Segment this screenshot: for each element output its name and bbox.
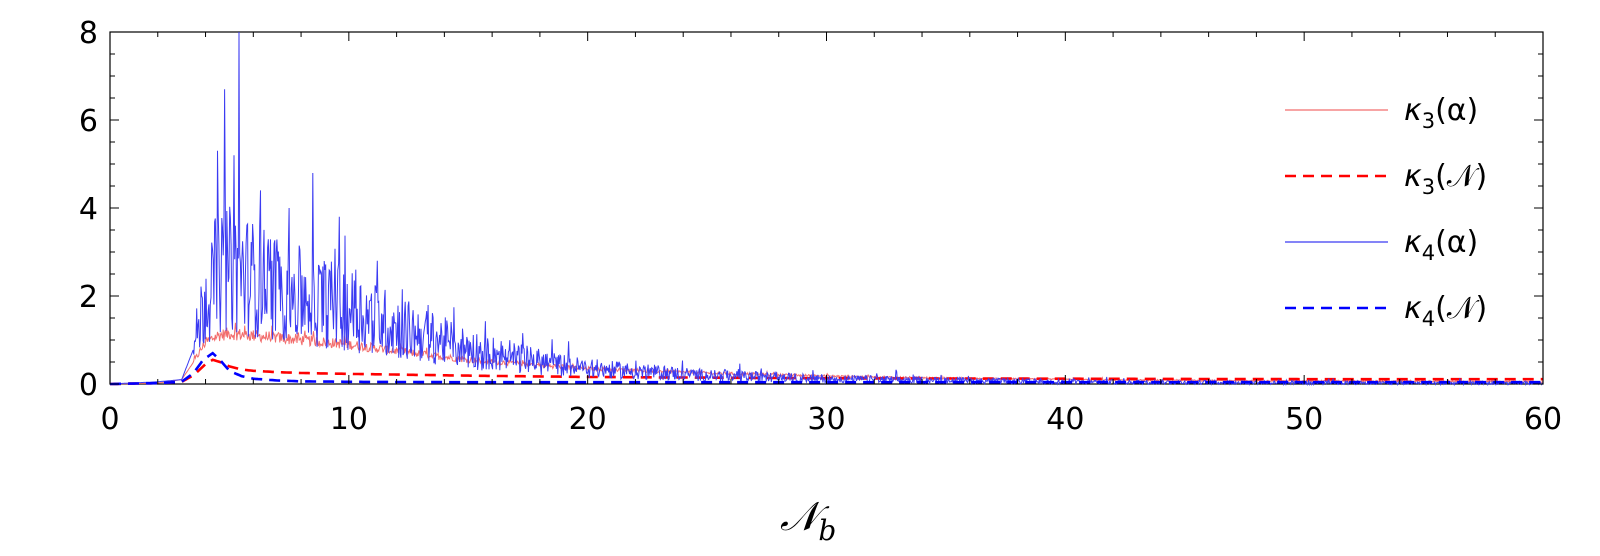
legend-label-arg: (α)	[1435, 225, 1478, 260]
plot-frame	[109, 31, 1544, 385]
legend-label-main: κ	[1404, 225, 1422, 260]
x-tick-label: 10	[330, 402, 368, 437]
legend: κ3(α)κ3(𝒩)κ4(α)κ4(𝒩)	[1285, 93, 1487, 331]
x-tick-label: 50	[1285, 402, 1323, 437]
legend-label-2: κ4(α)	[1404, 225, 1478, 265]
legend-label-3: κ4(𝒩)	[1404, 291, 1487, 331]
x-axis-title: 𝒩b	[780, 494, 836, 547]
x-tick-label: 60	[1524, 402, 1562, 437]
legend-label-main: κ	[1404, 291, 1422, 326]
series-layer	[110, 31, 1544, 387]
tick-layer: 0 10 20 30 40 50 60 0 2 4 6 8	[79, 16, 1562, 437]
x-tick-label: 30	[807, 402, 845, 437]
legend-label-sub: 4	[1422, 241, 1435, 265]
y-tick-label: 6	[79, 104, 98, 139]
y-tick-label: 4	[79, 192, 98, 227]
x-tick-label: 0	[100, 402, 119, 437]
legend-label-arg: (α)	[1435, 93, 1478, 128]
legend-label-sub: 4	[1422, 307, 1435, 331]
legend-label-sub: 3	[1422, 109, 1435, 133]
legend-label-main: κ	[1404, 93, 1422, 128]
x-tick-label: 20	[569, 402, 607, 437]
y-tick-label: 8	[79, 16, 98, 51]
series-line-0	[110, 322, 1544, 385]
y-tick-label: 0	[79, 368, 98, 403]
legend-label-main: κ	[1404, 159, 1422, 194]
x-tick-label: 40	[1046, 402, 1084, 437]
y-tick-label: 2	[79, 280, 98, 315]
series-line-2	[110, 31, 1544, 387]
legend-label-sub: 3	[1422, 175, 1435, 199]
x-axis-title-sub: b	[818, 514, 836, 547]
legend-label-1: κ3(𝒩)	[1404, 159, 1487, 199]
legend-label-arg: (𝒩)	[1435, 291, 1487, 326]
legend-label-0: κ3(α)	[1404, 93, 1478, 133]
legend-label-arg: (𝒩)	[1435, 159, 1487, 194]
